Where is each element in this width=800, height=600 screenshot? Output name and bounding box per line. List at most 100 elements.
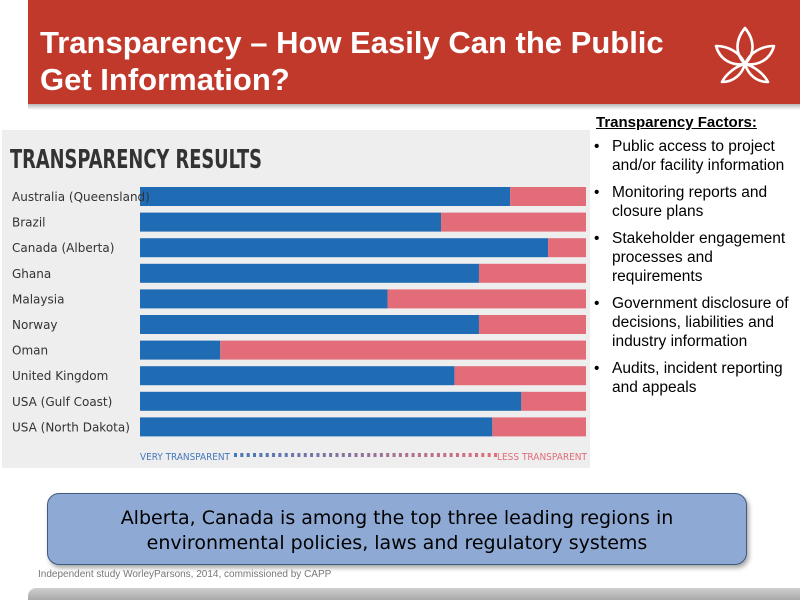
bar-less-transparent <box>220 340 586 360</box>
arrow-dot <box>259 453 263 457</box>
arrow-dot <box>405 453 409 457</box>
arrow-dot <box>291 453 295 457</box>
bar-transparent <box>140 212 442 232</box>
arrow-dot <box>487 453 491 457</box>
bar-transparent <box>140 340 221 360</box>
arrow-dot <box>329 453 333 457</box>
arrow-dot <box>462 453 466 457</box>
transparency-chart: TRANSPARENCY RESULTS Australia (Queensla… <box>2 130 590 468</box>
source-note: Independent study WorleyParsons, 2014, c… <box>38 569 332 580</box>
bar-transparent <box>140 417 493 437</box>
bar-transparent <box>140 263 479 283</box>
arrow-dot <box>424 453 428 457</box>
arrow-dot <box>468 453 472 457</box>
bullet-icon: • <box>594 360 600 377</box>
arrow-dot <box>386 453 390 457</box>
arrow-dot <box>392 453 396 457</box>
transparency-arrow <box>234 453 497 457</box>
arrow-dot <box>379 453 383 457</box>
arrow-dot <box>430 453 434 457</box>
arrow-dot <box>417 453 421 457</box>
arrow-dot <box>411 453 415 457</box>
arrow-dot <box>278 453 282 457</box>
arrow-dot <box>246 453 250 457</box>
list-item: • Public access to project and/or facilit… <box>594 138 785 174</box>
list-item: • Monitoring reports and closure plans <box>594 184 768 220</box>
arrow-dot <box>367 453 371 457</box>
bar-transparent <box>140 391 522 411</box>
header-shadow <box>28 104 800 110</box>
callout-box: Alberta, Canada is among the top three l… <box>47 493 747 565</box>
arrow-dot <box>297 453 301 457</box>
category-label: United Kingdom <box>12 369 108 383</box>
bar-less-transparent <box>478 263 586 283</box>
axis-label-left: VERY TRANSPARENT <box>140 452 231 463</box>
chart-bars <box>140 187 586 437</box>
bullet-icon: • <box>594 138 600 155</box>
transparency-factors: Transparency Factors: • Public access to … <box>592 114 797 405</box>
bar-less-transparent <box>441 212 586 232</box>
bar-less-transparent <box>492 417 586 437</box>
chart-canvas: TRANSPARENCY RESULTS Australia (Queensla… <box>10 145 588 463</box>
arrow-dot <box>494 453 497 457</box>
bar-less-transparent <box>387 289 586 309</box>
title-banner: Transparency – How Easily Can the Public… <box>28 0 800 104</box>
category-label: Canada (Alberta) <box>12 241 114 255</box>
arrow-dot <box>322 453 326 457</box>
arrow-dot <box>253 453 257 457</box>
factors-title: Transparency Factors: <box>596 114 757 131</box>
list-item: • Government disclosure of decisions, lia… <box>594 295 789 350</box>
arrow-dot <box>310 453 314 457</box>
arrow-dot <box>240 453 244 457</box>
list-item: • Audits, incident reporting and appeals <box>594 360 783 396</box>
chart-title: TRANSPARENCY RESULTS <box>10 145 262 175</box>
arrow-dot <box>316 453 320 457</box>
category-label: Ghana <box>12 267 51 281</box>
bar-transparent <box>140 315 479 334</box>
arrow-dot <box>373 453 377 457</box>
category-label: Oman <box>12 344 48 358</box>
arrow-dot <box>234 453 237 457</box>
arrow-dot <box>272 453 276 457</box>
arrow-dot <box>335 453 339 457</box>
category-label: Australia (Queensland) <box>12 190 150 204</box>
arrow-dot <box>303 453 307 457</box>
arrow-dot <box>455 453 459 457</box>
bar-transparent <box>140 187 511 206</box>
arrow-dot <box>284 453 288 457</box>
page-title: Transparency – How Easily Can the Public… <box>40 25 664 97</box>
bullet-icon: • <box>594 295 600 312</box>
bullet-icon: • <box>594 184 600 201</box>
arrow-dot <box>398 453 402 457</box>
category-label: USA (Gulf Coast) <box>12 395 112 409</box>
category-label: Norway <box>12 318 58 332</box>
factors-list: • Public access to project and/or facilit… <box>592 137 797 397</box>
arrow-dot <box>443 453 447 457</box>
arrow-dot <box>341 453 345 457</box>
lotus-logo-icon <box>714 26 776 84</box>
bar-less-transparent <box>510 187 586 206</box>
bar-less-transparent <box>548 238 586 258</box>
footer-bar <box>28 588 800 600</box>
bar-transparent <box>140 289 388 309</box>
arrow-dot <box>474 453 478 457</box>
arrow-dot <box>354 453 358 457</box>
category-labels: Australia (Queensland) Brazil Canada (Albe… <box>12 190 150 434</box>
bar-transparent <box>140 238 549 258</box>
bar-transparent <box>140 366 455 386</box>
arrow-dot <box>449 453 453 457</box>
arrow-dot <box>436 453 440 457</box>
arrow-dot <box>265 453 269 457</box>
bar-less-transparent <box>478 315 586 334</box>
category-label: USA (North Dakota) <box>12 420 130 434</box>
bar-less-transparent <box>454 366 586 386</box>
arrow-dot <box>481 453 485 457</box>
axis-label-right: LESS TRANSPARENT <box>497 452 588 463</box>
callout-text: Alberta, Canada is among the top three l… <box>120 507 674 554</box>
bar-less-transparent <box>521 391 586 411</box>
bullet-icon: • <box>594 230 600 247</box>
arrow-dot <box>348 453 352 457</box>
category-label: Malaysia <box>12 292 64 306</box>
category-label: Brazil <box>12 216 46 230</box>
arrow-dot <box>360 453 364 457</box>
